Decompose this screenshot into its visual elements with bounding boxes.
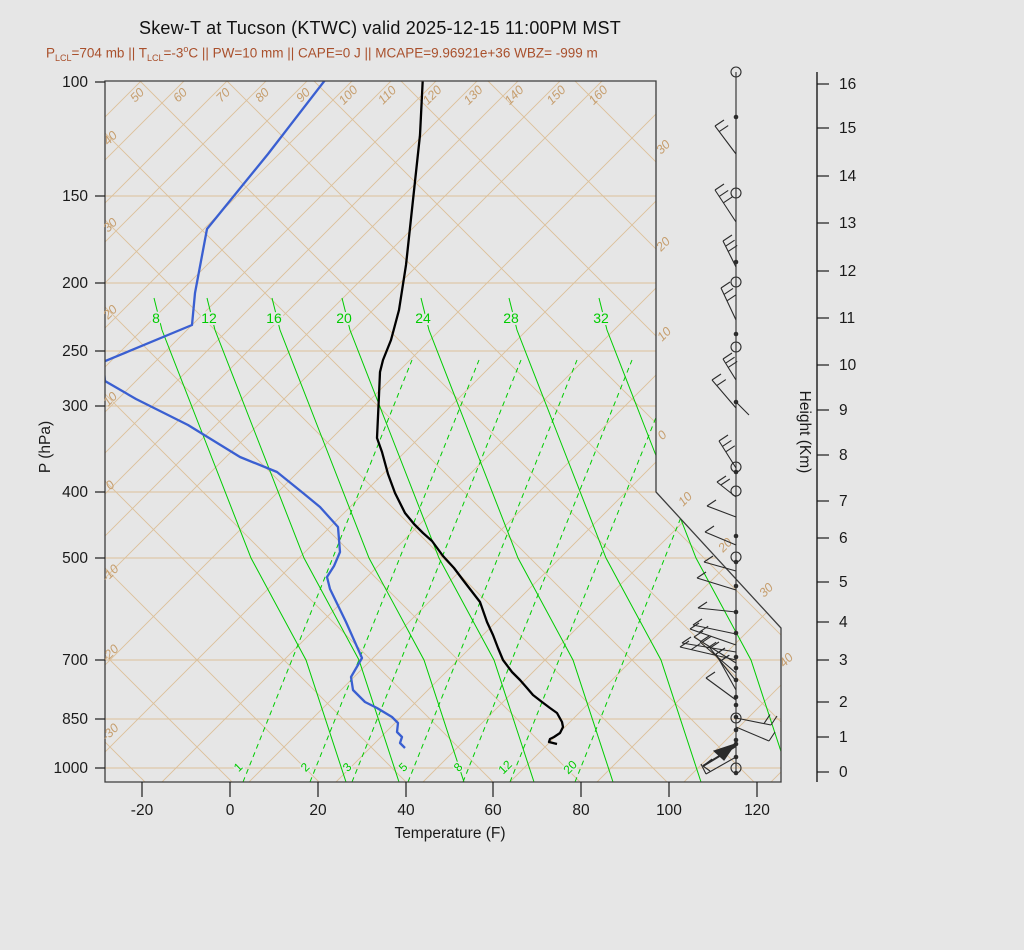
svg-text:15: 15 <box>839 120 856 137</box>
dewpoint-curve <box>105 81 406 749</box>
svg-text:40: 40 <box>776 650 796 670</box>
svg-text:12: 12 <box>201 310 217 326</box>
moist-adiabats <box>153 297 781 782</box>
svg-text:150: 150 <box>62 188 88 205</box>
svg-text:6: 6 <box>839 530 848 547</box>
chart-title: Skew-T at Tucson (KTWC) valid 2025-12-15… <box>139 18 621 38</box>
svg-text:14: 14 <box>839 168 857 185</box>
svg-text:110: 110 <box>375 83 399 107</box>
svg-text:13: 13 <box>839 215 856 232</box>
svg-text:100: 100 <box>336 83 361 108</box>
svg-text:11: 11 <box>839 310 855 327</box>
svg-text:130: 130 <box>461 83 486 108</box>
temperature-curve <box>375 81 565 746</box>
svg-text:16: 16 <box>839 76 856 93</box>
svg-text:20: 20 <box>560 757 580 777</box>
svg-text:28: 28 <box>503 310 519 326</box>
svg-text:3: 3 <box>839 652 848 669</box>
svg-text:700: 700 <box>62 652 88 669</box>
svg-text:12: 12 <box>839 263 856 280</box>
wind-barb-column <box>679 66 778 776</box>
svg-text:20: 20 <box>309 802 327 819</box>
svg-text:8: 8 <box>451 760 466 775</box>
svg-text:0: 0 <box>226 802 235 819</box>
svg-text:60: 60 <box>170 85 190 105</box>
svg-text:10: 10 <box>839 357 857 374</box>
svg-text:16: 16 <box>266 310 282 326</box>
svg-text:50: 50 <box>127 85 147 105</box>
chart-parameters-line: PLCL=704 mb || TLCL=-3oC || PW=10 mm || … <box>46 44 598 64</box>
svg-text:90: 90 <box>293 85 313 105</box>
svg-text:300: 300 <box>62 398 88 415</box>
svg-text:80: 80 <box>572 802 590 819</box>
svg-text:4: 4 <box>839 614 848 631</box>
svg-text:2: 2 <box>839 694 848 711</box>
svg-text:100: 100 <box>62 74 88 91</box>
mixing-ratio-lines <box>242 359 745 782</box>
svg-text:40: 40 <box>397 802 415 819</box>
svg-text:850: 850 <box>62 711 88 728</box>
svg-text:150: 150 <box>544 83 569 108</box>
svg-text:20: 20 <box>100 302 120 322</box>
svg-text:120: 120 <box>744 802 770 819</box>
svg-text:2: 2 <box>298 760 313 775</box>
svg-text:10: 10 <box>654 324 674 344</box>
svg-text:500: 500 <box>62 550 88 567</box>
svg-text:9: 9 <box>839 402 848 419</box>
svg-text:3: 3 <box>340 760 355 775</box>
svg-text:60: 60 <box>484 802 502 819</box>
svg-text:200: 200 <box>62 275 88 292</box>
svg-text:5: 5 <box>839 574 848 591</box>
isobar-grid <box>105 195 781 769</box>
svg-text:8: 8 <box>152 310 160 326</box>
svg-text:1: 1 <box>839 729 848 746</box>
svg-text:32: 32 <box>593 310 609 326</box>
svg-text:0: 0 <box>839 764 848 781</box>
svg-text:P (hPa): P (hPa) <box>37 421 54 473</box>
plot-area <box>105 81 781 782</box>
svg-text:-20: -20 <box>131 802 154 819</box>
svg-text:12: 12 <box>495 757 515 777</box>
svg-text:1: 1 <box>231 760 246 775</box>
svg-text:-20: -20 <box>99 642 122 665</box>
svg-text:7: 7 <box>839 493 848 510</box>
svg-text:-30: -30 <box>99 721 122 744</box>
svg-text:100: 100 <box>656 802 682 819</box>
svg-text:1000: 1000 <box>54 760 89 777</box>
svg-text:80: 80 <box>252 85 272 105</box>
svg-text:250: 250 <box>62 343 88 360</box>
svg-text:8: 8 <box>839 447 848 464</box>
svg-text:30: 30 <box>756 580 776 600</box>
svg-text:24: 24 <box>415 310 431 326</box>
svg-text:0: 0 <box>655 428 670 443</box>
svg-text:10: 10 <box>675 489 695 509</box>
svg-text:20: 20 <box>336 310 352 326</box>
svg-text:140: 140 <box>502 83 527 108</box>
svg-text:160: 160 <box>586 83 611 108</box>
svg-text:400: 400 <box>62 484 88 501</box>
svg-text:Temperature (F): Temperature (F) <box>394 825 505 842</box>
isotherm-grid <box>105 81 781 782</box>
svg-text:20: 20 <box>715 535 735 555</box>
svg-text:5: 5 <box>396 760 411 775</box>
svg-text:70: 70 <box>213 85 233 105</box>
svg-text:Height (Km): Height (Km) <box>796 391 813 474</box>
plot-border <box>104 80 782 783</box>
